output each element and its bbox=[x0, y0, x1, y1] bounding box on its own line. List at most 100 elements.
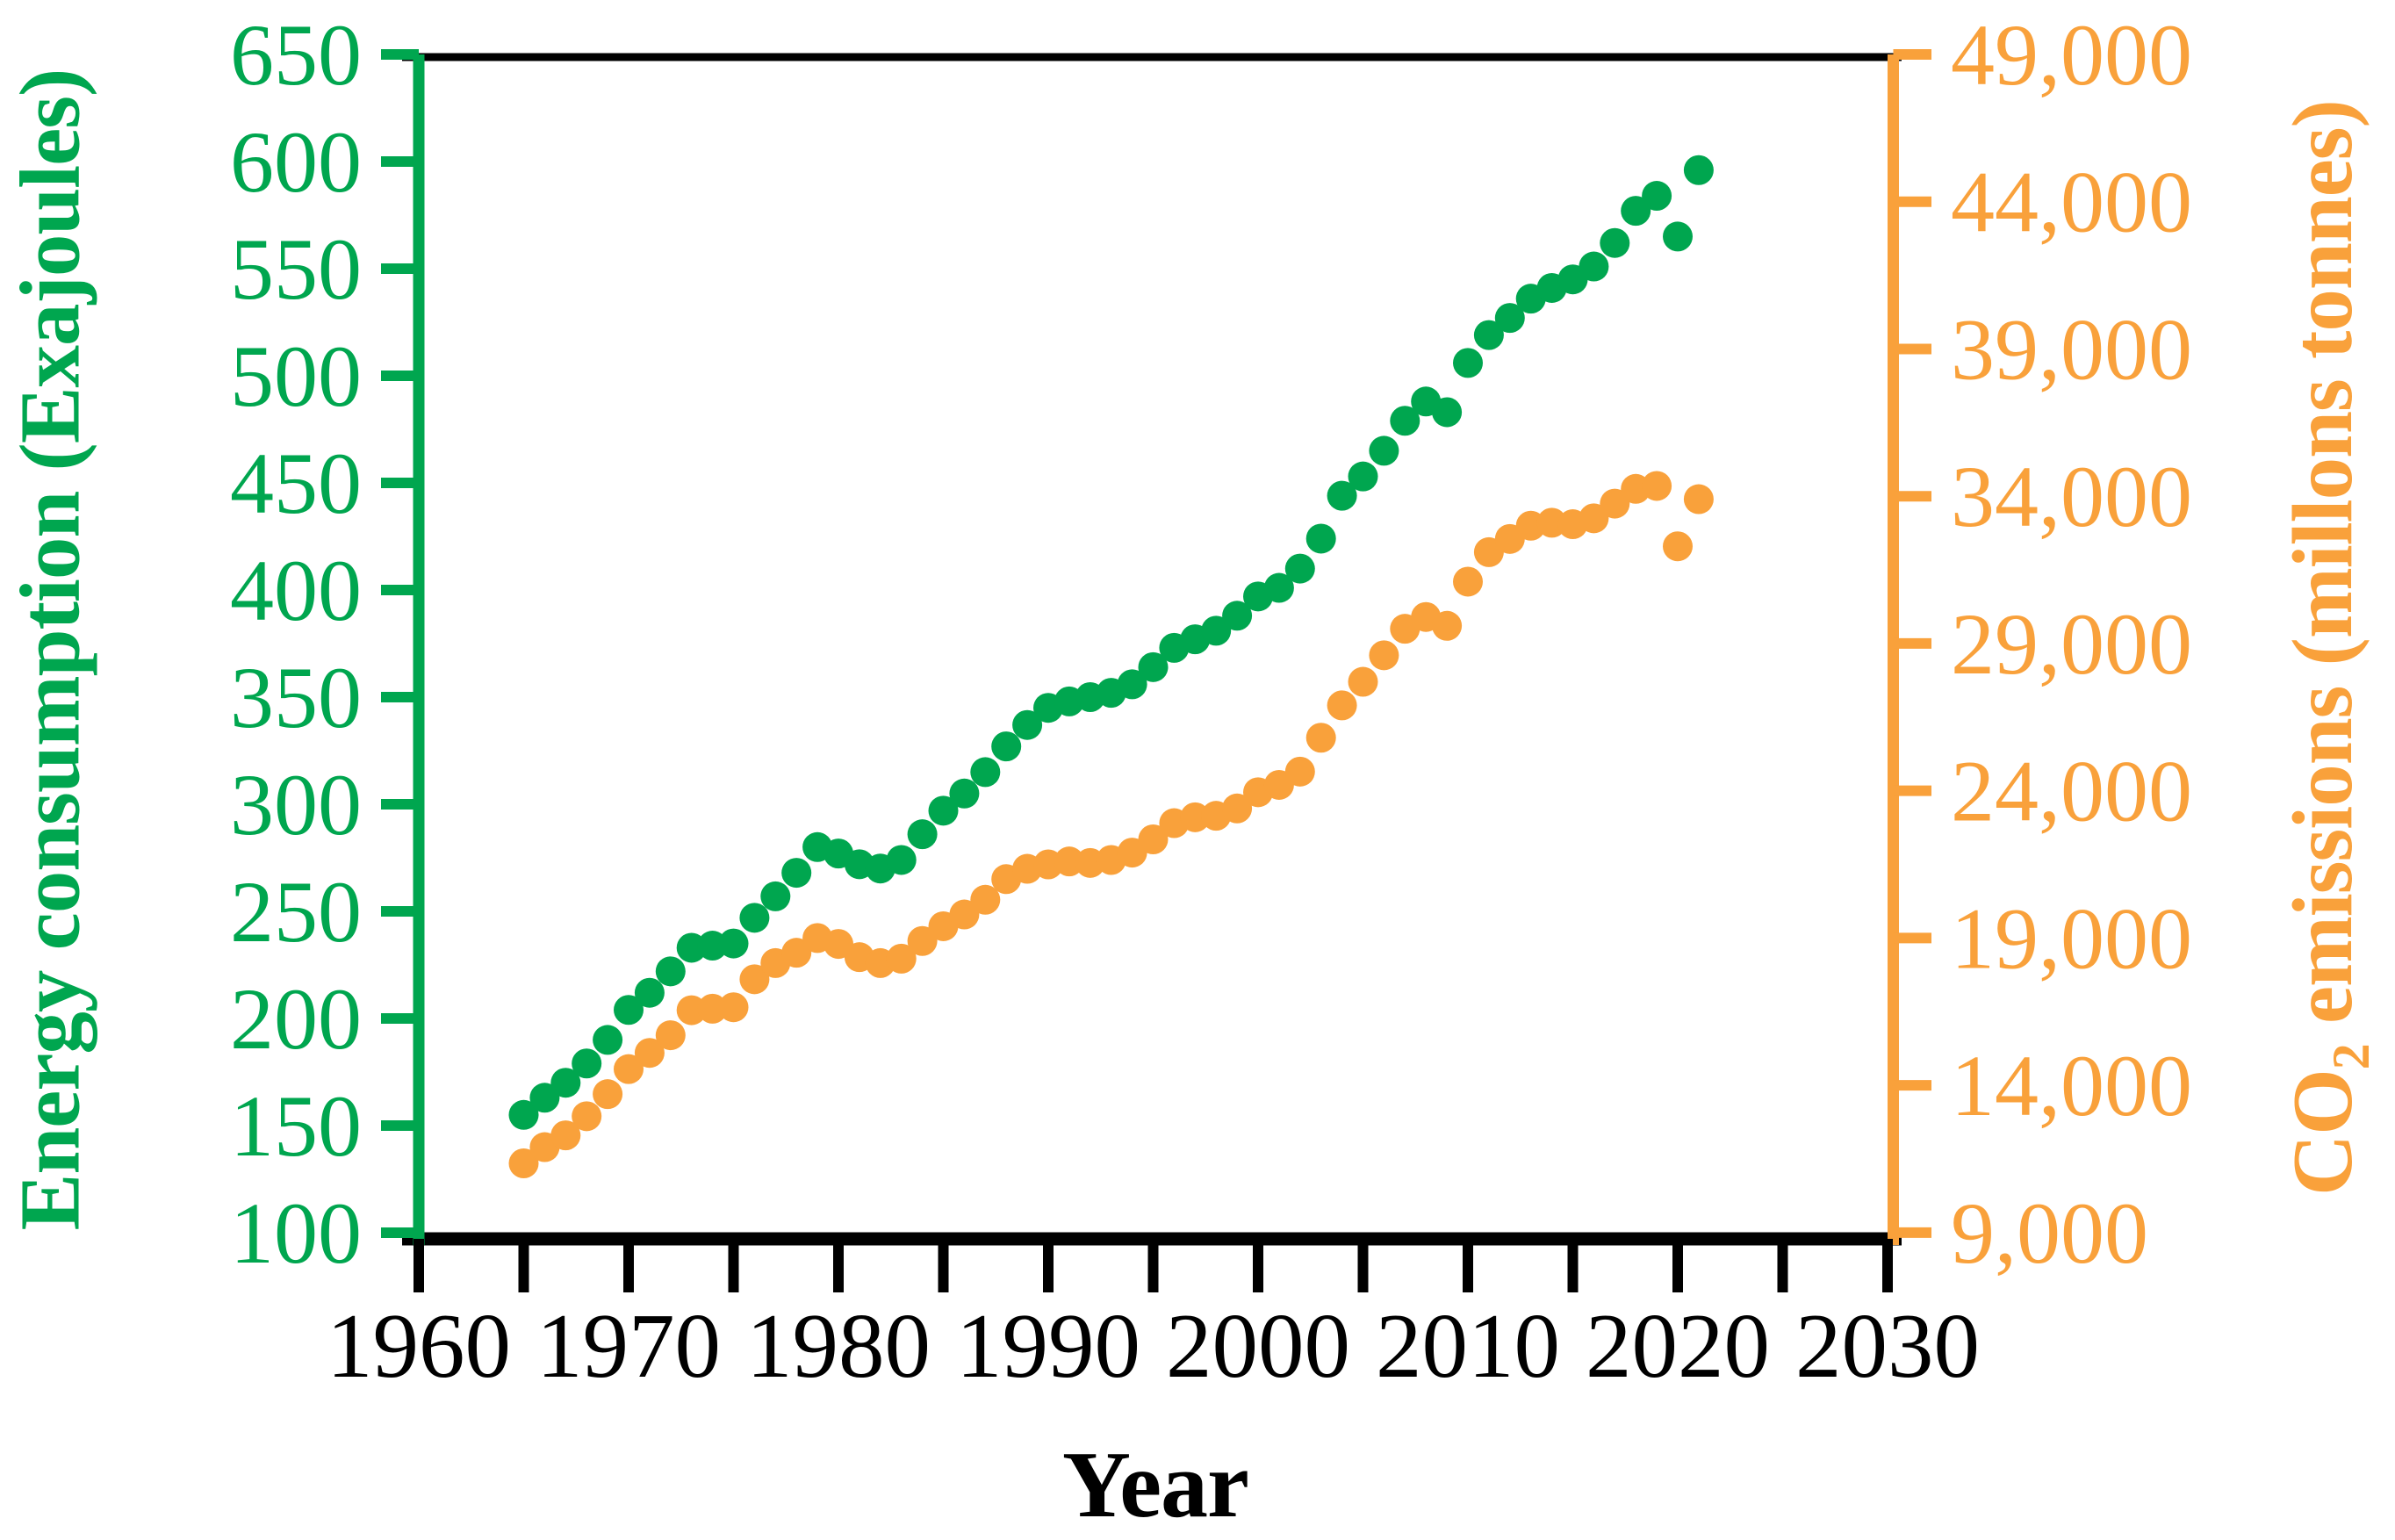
data-point-co2 bbox=[781, 938, 812, 968]
data-point-co2 bbox=[949, 899, 980, 930]
data-point-energy bbox=[1138, 651, 1169, 682]
data-point-energy bbox=[655, 956, 686, 987]
data-point-co2 bbox=[970, 884, 1001, 915]
data-point-energy bbox=[1390, 406, 1420, 436]
data-point-energy bbox=[949, 778, 980, 809]
right-axis-tick-label: 24,000 bbox=[1951, 743, 2192, 840]
data-point-energy bbox=[760, 881, 791, 911]
right-axis-title-subscript: 2 bbox=[2321, 1044, 2381, 1070]
left-axis-tick-label: 550 bbox=[230, 220, 362, 318]
data-point-co2 bbox=[739, 964, 770, 995]
x-axis-tick-label: 1980 bbox=[746, 1294, 931, 1397]
data-point-energy bbox=[1117, 669, 1147, 700]
x-axis-tick-label: 2030 bbox=[1795, 1294, 1980, 1397]
data-point-co2 bbox=[1432, 610, 1463, 641]
data-point-energy bbox=[1012, 709, 1043, 740]
data-point-co2 bbox=[1579, 503, 1609, 534]
data-point-co2 bbox=[1453, 566, 1483, 597]
data-point-energy bbox=[508, 1099, 539, 1130]
left-axis-tick-label: 300 bbox=[230, 756, 362, 853]
data-point-co2 bbox=[886, 943, 917, 974]
data-point-co2 bbox=[1327, 690, 1357, 721]
data-point-co2 bbox=[655, 1020, 686, 1051]
data-point-energy bbox=[1683, 155, 1714, 185]
data-point-energy bbox=[1453, 348, 1483, 378]
x-axis-tick-label: 2000 bbox=[1166, 1294, 1350, 1397]
data-point-co2 bbox=[907, 925, 938, 956]
data-point-co2 bbox=[614, 1054, 644, 1084]
data-point-energy bbox=[1621, 196, 1651, 227]
data-point-co2 bbox=[572, 1101, 602, 1132]
data-point-co2 bbox=[1642, 471, 1672, 501]
x-axis-title: Year bbox=[1062, 1433, 1249, 1537]
left-axis-tick-label: 250 bbox=[230, 863, 362, 961]
right-axis-tick-label: 9,000 bbox=[1951, 1184, 2148, 1282]
data-point-co2 bbox=[1348, 666, 1378, 697]
x-axis-tick-label: 1970 bbox=[536, 1294, 721, 1397]
data-point-energy bbox=[572, 1048, 602, 1079]
right-axis-tick-label: 19,000 bbox=[1951, 889, 2192, 987]
data-point-energy bbox=[970, 757, 1001, 788]
left-axis-tick-label: 400 bbox=[230, 542, 362, 639]
right-axis-title-rest: emissions (millons tonnes) bbox=[2276, 100, 2370, 1045]
data-point-co2 bbox=[1663, 531, 1693, 562]
right-axis-title: CO2 emissions (millons tonnes) bbox=[2274, 100, 2383, 1196]
x-axis-tick-label: 2020 bbox=[1586, 1294, 1770, 1397]
x-axis-tick-label: 2010 bbox=[1376, 1294, 1560, 1397]
data-point-co2 bbox=[718, 992, 749, 1023]
right-axis-title-main: CO bbox=[2276, 1069, 2370, 1196]
data-point-co2 bbox=[1284, 756, 1315, 787]
data-point-energy bbox=[1579, 251, 1609, 282]
data-point-co2 bbox=[1600, 488, 1630, 519]
data-point-co2 bbox=[1305, 723, 1336, 753]
data-point-energy bbox=[1327, 480, 1357, 511]
right-axis-tick-label: 39,000 bbox=[1951, 300, 2192, 398]
right-axis-tick-label: 34,000 bbox=[1951, 448, 2192, 545]
data-point-energy bbox=[781, 858, 812, 889]
left-axis-title-text: Energy consumption (Exajoules) bbox=[3, 68, 97, 1231]
data-point-co2 bbox=[508, 1148, 539, 1179]
right-axis-tick-label: 29,000 bbox=[1951, 595, 2192, 693]
data-point-energy bbox=[1348, 461, 1378, 492]
left-axis-tick-label: 500 bbox=[230, 327, 362, 425]
data-point-energy bbox=[1663, 221, 1693, 252]
data-point-energy bbox=[550, 1068, 581, 1098]
right-axis-tick-label: 44,000 bbox=[1951, 154, 2192, 251]
data-point-co2 bbox=[550, 1120, 581, 1151]
data-point-energy bbox=[1642, 181, 1672, 212]
data-point-energy bbox=[718, 928, 749, 959]
left-axis-tick-label: 600 bbox=[230, 113, 362, 211]
data-point-energy bbox=[1600, 227, 1630, 258]
data-point-energy bbox=[907, 819, 938, 850]
right-axis-tick-label: 14,000 bbox=[1951, 1037, 2192, 1134]
data-point-co2 bbox=[634, 1038, 665, 1069]
data-point-energy bbox=[991, 731, 1022, 762]
data-point-energy bbox=[529, 1083, 560, 1113]
right-axis-tick-label: 49,000 bbox=[1951, 6, 2192, 104]
data-point-energy bbox=[1305, 523, 1336, 554]
data-point-energy bbox=[1201, 615, 1232, 646]
data-point-energy bbox=[928, 795, 959, 826]
left-axis-tick-label: 450 bbox=[230, 435, 362, 532]
data-point-energy bbox=[593, 1025, 623, 1055]
left-axis-tick-label: 350 bbox=[230, 649, 362, 746]
x-axis-tick-label: 1990 bbox=[956, 1294, 1140, 1397]
data-point-co2 bbox=[1138, 824, 1169, 855]
left-axis-tick-label: 100 bbox=[230, 1184, 362, 1282]
data-point-energy bbox=[614, 995, 644, 1025]
data-point-energy bbox=[1494, 303, 1525, 334]
data-point-energy bbox=[1222, 601, 1253, 631]
x-axis-tick-label: 1960 bbox=[327, 1294, 511, 1397]
left-axis-tick-label: 200 bbox=[230, 970, 362, 1068]
data-point-co2 bbox=[593, 1079, 623, 1110]
data-point-energy bbox=[1473, 320, 1504, 350]
data-point-co2 bbox=[1222, 793, 1253, 824]
data-point-energy bbox=[1284, 553, 1315, 584]
data-point-co2 bbox=[1369, 640, 1399, 671]
data-point-energy bbox=[634, 977, 665, 1008]
data-point-energy bbox=[1369, 435, 1399, 466]
data-point-energy bbox=[1263, 572, 1294, 603]
left-axis-title: Energy consumption (Exajoules) bbox=[2, 69, 99, 1231]
left-axis-tick-label: 150 bbox=[230, 1077, 362, 1175]
